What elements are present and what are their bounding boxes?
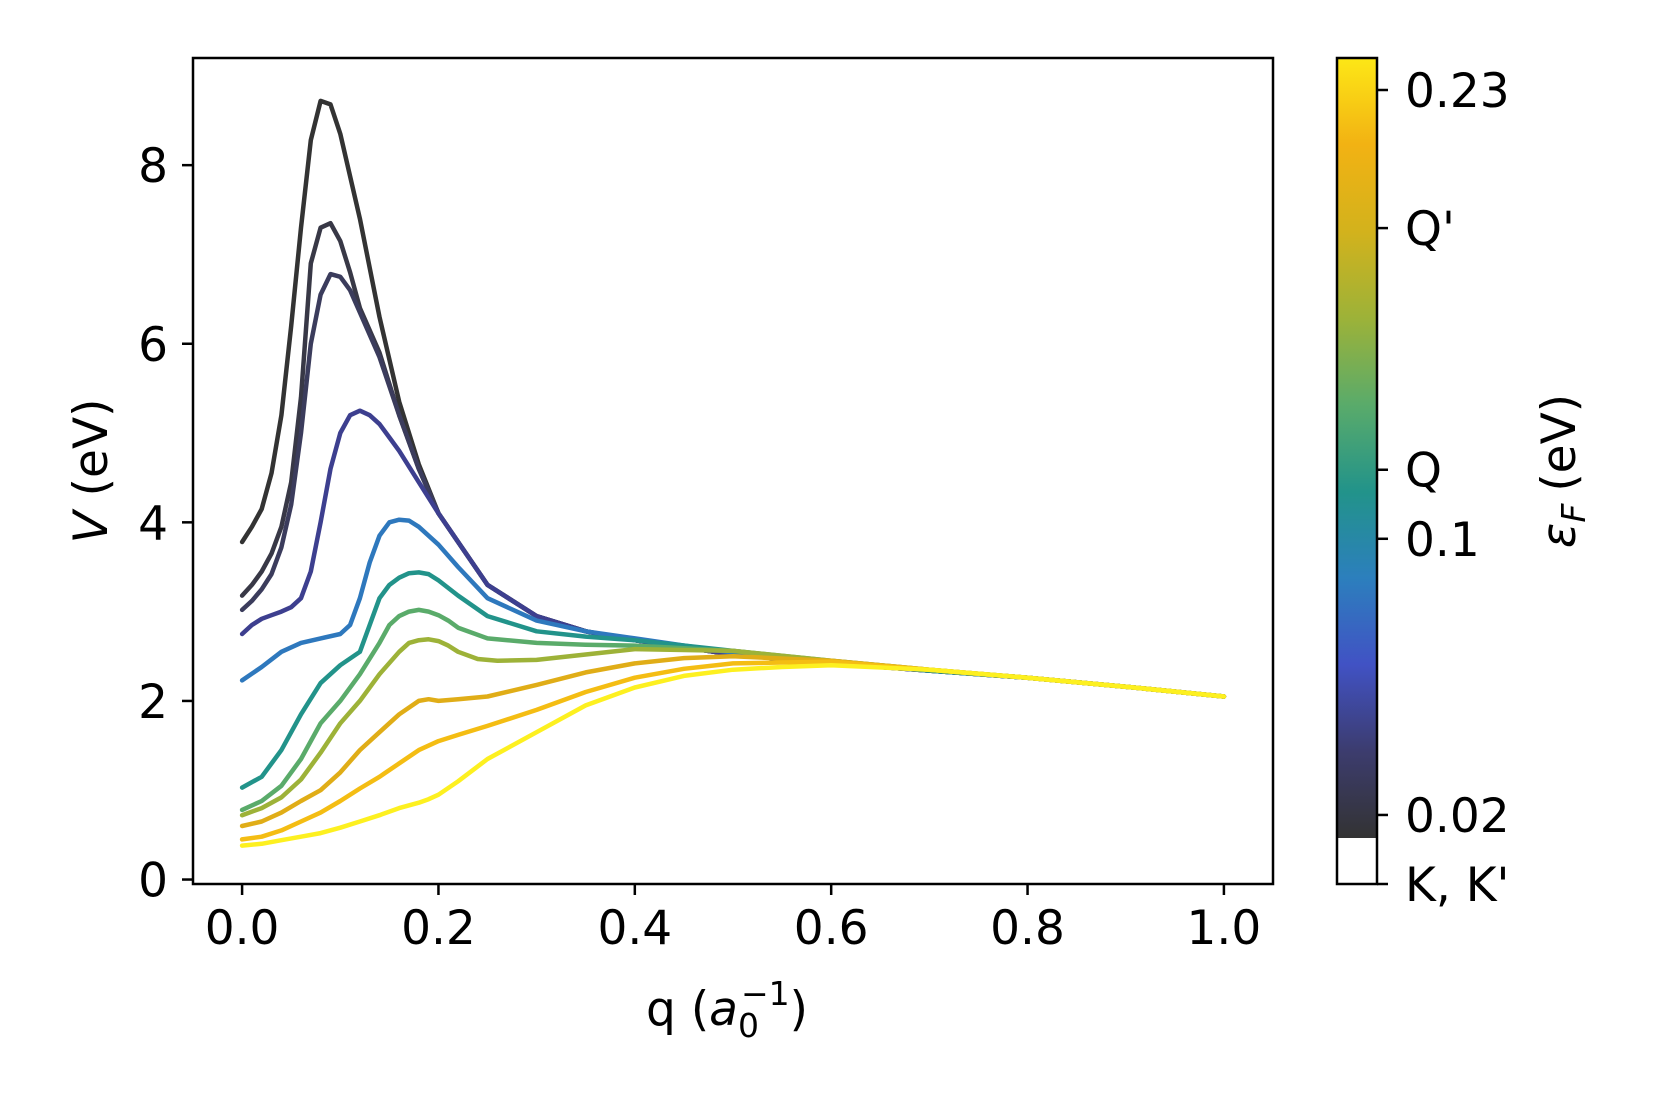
series-layer	[239, 98, 1227, 848]
colorbar-tick-label: 0.1	[1405, 513, 1480, 568]
colorbar-white-segment	[1337, 838, 1377, 884]
colorbar-label: εF(eV)	[1532, 394, 1593, 548]
colorbar-tick-label: Q'	[1405, 202, 1455, 257]
colorbar-tick-label: 0.23	[1405, 64, 1510, 119]
y-tick-label: 0	[138, 854, 168, 909]
series-line-7	[239, 607, 1227, 813]
plot-area: 0.0 0.2 0.4 0.6 0.8 1.0 0 2 4 6 8	[138, 56, 1275, 956]
series-line-3	[239, 271, 1227, 699]
x-tick-label: 0.6	[794, 901, 869, 956]
colorbar-tick-label: K, K'	[1405, 858, 1509, 913]
series-line-11	[239, 662, 1227, 848]
series-line-8	[239, 637, 1227, 818]
colorbar: K, K' 0.02 0.1 Q Q' 0.23	[1335, 56, 1510, 913]
colorbar-gradient	[1337, 58, 1377, 838]
plot-frame	[191, 56, 1275, 886]
y-axis: 0 2 4 6 8	[138, 139, 193, 909]
series-line-1	[239, 98, 1227, 699]
colorbar-frame	[1335, 56, 1379, 886]
x-tick-label: 0.8	[990, 901, 1065, 956]
x-axis: 0.0 0.2 0.4 0.6 0.8 1.0	[205, 884, 1262, 956]
x-tick-label: 0.0	[205, 901, 280, 956]
x-tick-label: 0.2	[401, 901, 476, 956]
colorbar-tick-label: Q	[1405, 444, 1442, 499]
y-tick-label: 2	[138, 675, 168, 730]
y-tick-label: 6	[138, 318, 168, 373]
y-axis-label: V (eV)	[64, 399, 119, 544]
colorbar-ticks: K, K' 0.02 0.1 Q Q' 0.23	[1377, 64, 1510, 913]
series-line-10	[239, 659, 1227, 842]
y-tick-label: 4	[138, 496, 168, 551]
y-tick-label: 8	[138, 139, 168, 194]
x-axis-label: q (a0−1)	[646, 974, 808, 1045]
colorbar-tick-label: 0.02	[1405, 789, 1510, 844]
x-tick-label: 0.4	[597, 901, 672, 956]
x-tick-label: 1.0	[1187, 901, 1262, 956]
